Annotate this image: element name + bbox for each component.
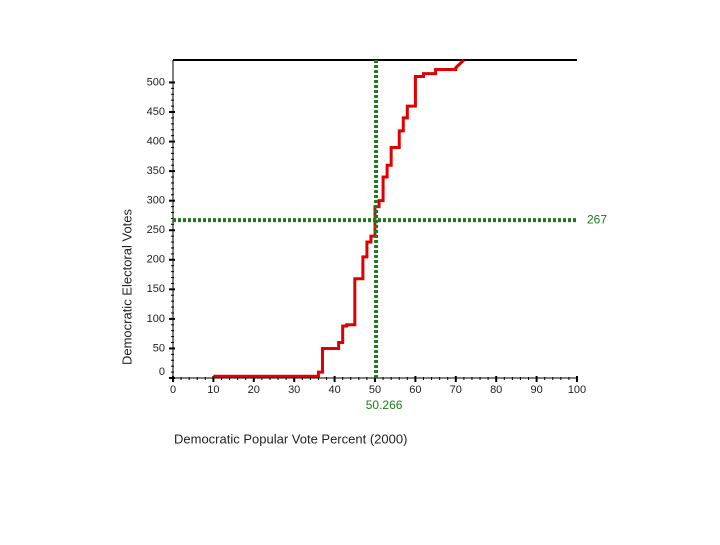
y-tick-label: 400 (147, 135, 165, 147)
data-line (213, 58, 465, 378)
x-tick-label: 0 (170, 384, 176, 396)
y-axis-title: Democratic Electoral Votes (119, 208, 134, 365)
y-tick-label: 50 (153, 342, 165, 354)
y-tick-label: 450 (147, 106, 165, 118)
y-tick-label: 0 (159, 366, 165, 378)
reference-label: 267 (587, 212, 607, 226)
x-tick-label: 20 (248, 384, 260, 396)
x-tick-label: 60 (409, 384, 421, 396)
x-tick-label: 100 (568, 384, 586, 396)
reference-label: 50.266 (366, 398, 403, 412)
x-axis-title: Democratic Popular Vote Percent (2000) (174, 431, 407, 446)
x-tick-label: 90 (530, 384, 542, 396)
x-tick-label: 30 (288, 384, 300, 396)
y-tick-label: 500 (147, 76, 165, 88)
x-tick-label: 70 (450, 384, 462, 396)
x-tick-label: 40 (328, 384, 340, 396)
x-tick-label: 10 (207, 384, 219, 396)
y-tick-label: 150 (147, 283, 165, 295)
y-tick-label: 200 (147, 254, 165, 266)
y-tick-label: 100 (147, 313, 165, 325)
y-tick-label: 250 (147, 224, 165, 236)
x-tick-label: 50 (369, 384, 381, 396)
y-tick-label: 350 (147, 165, 165, 177)
y-tick-label: 300 (147, 195, 165, 207)
x-tick-label: 80 (490, 384, 502, 396)
